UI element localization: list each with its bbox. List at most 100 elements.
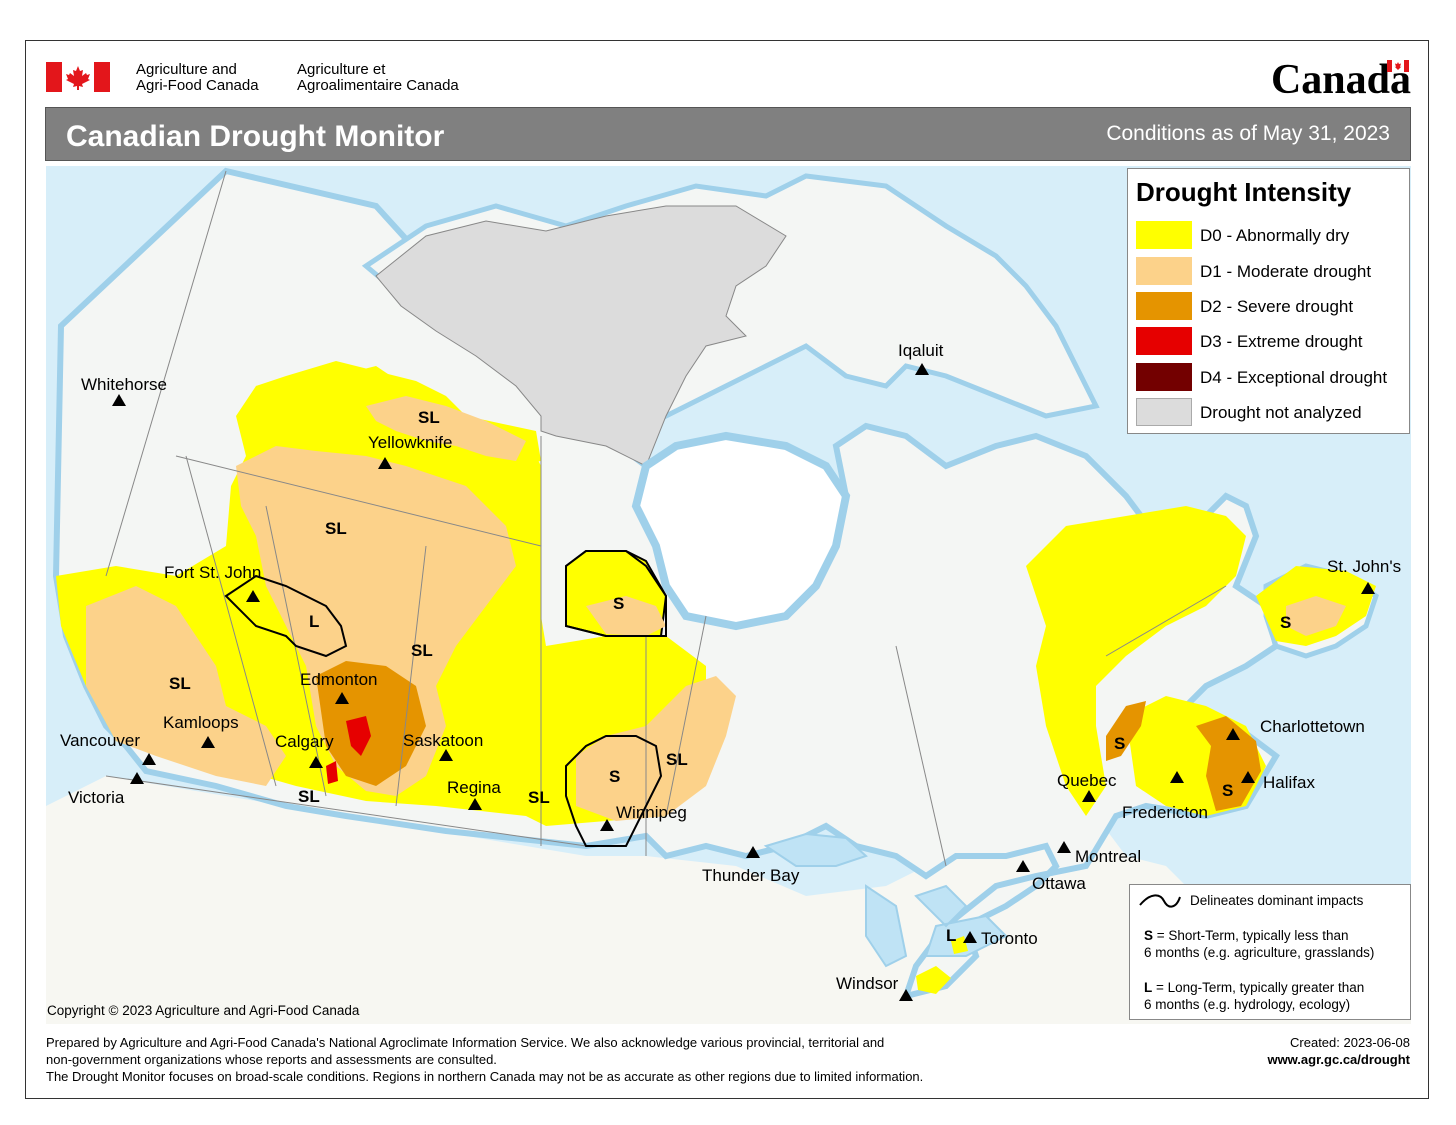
hudson-bay bbox=[631, 431, 851, 631]
city-marker-icon bbox=[112, 394, 126, 406]
legend-heading: Drought Intensity bbox=[1136, 177, 1352, 207]
d1-newfoundland bbox=[1286, 596, 1346, 636]
short-term-note: S = Short-Term, typically less than 6 mo… bbox=[1144, 928, 1375, 960]
d1-manitoba-north bbox=[586, 596, 666, 636]
legend-item-d3: D3 - Extreme drought bbox=[1136, 327, 1406, 355]
legend-label: D4 - Exceptional drought bbox=[1200, 368, 1388, 387]
legend-swatch bbox=[1136, 398, 1192, 426]
city-marker-icon bbox=[963, 931, 977, 943]
city-label: Edmonton bbox=[300, 670, 378, 689]
city-saskatoon: Saskatoon bbox=[403, 731, 483, 761]
impact-label-s: S bbox=[609, 767, 620, 786]
d1-western bbox=[86, 586, 286, 786]
city-montreal: Montreal bbox=[1057, 841, 1141, 866]
canada-wordmark: Canada bbox=[1270, 57, 1411, 103]
great-lakes bbox=[763, 832, 1008, 968]
legend-label: Drought not analyzed bbox=[1200, 403, 1362, 422]
d0-windsor bbox=[916, 966, 951, 994]
city-marker-icon bbox=[1082, 790, 1096, 802]
city-marker-icon bbox=[1057, 841, 1071, 853]
legend-label: D3 - Extreme drought bbox=[1200, 332, 1363, 351]
city-label: Fort St. John bbox=[164, 563, 261, 582]
impact-labels: SL SL SL SL SL SL SL L S S S S S L bbox=[169, 408, 1291, 945]
d0-quebec bbox=[1026, 506, 1246, 816]
agency-name-en: Agriculture and Agri-Food Canada bbox=[136, 61, 259, 94]
city-quebec: Quebec bbox=[1057, 771, 1117, 802]
city-windsor: Windsor bbox=[836, 974, 913, 1001]
d1-nb-ns bbox=[1196, 716, 1261, 811]
impact-label-sl: SL bbox=[298, 787, 320, 806]
drought-intensity-legend: Drought Intensity D0 - Abnormally dry D1… bbox=[1127, 168, 1410, 434]
canada-flag-icon bbox=[46, 62, 110, 92]
drought-url-link[interactable]: www.agr.gc.ca/drought bbox=[1267, 1052, 1410, 1067]
page-title: Canadian Drought Monitor bbox=[66, 120, 445, 153]
city-label: Regina bbox=[447, 778, 501, 797]
impact-label-sl: SL bbox=[411, 641, 433, 660]
legend-label: D2 - Severe drought bbox=[1200, 297, 1354, 316]
legend-swatch bbox=[1136, 221, 1192, 249]
city-marker-icon bbox=[439, 749, 453, 761]
city-thunder-bay: Thunder Bay bbox=[702, 846, 800, 885]
city-label: Charlottetown bbox=[1260, 717, 1365, 736]
city-fredericton: Fredericton bbox=[1122, 771, 1208, 822]
impact-label-sl: SL bbox=[528, 788, 550, 807]
long-term-note: L = Long-Term, typically greater than 6 … bbox=[1144, 980, 1365, 1012]
city-label: Victoria bbox=[68, 788, 125, 807]
legend-swatch bbox=[1136, 327, 1192, 355]
impact-label-l: L bbox=[946, 926, 956, 945]
city-label: Calgary bbox=[275, 732, 334, 751]
city-marker-icon bbox=[335, 692, 349, 704]
city-toronto: Toronto bbox=[963, 929, 1038, 948]
header: Agriculture and Agri-Food Canada Agricul… bbox=[46, 56, 1411, 104]
city-label: Toronto bbox=[981, 929, 1038, 948]
city-marker-icon bbox=[899, 989, 913, 1001]
footer-notes: Prepared by Agriculture and Agri-Food Ca… bbox=[46, 1035, 924, 1084]
city-marker-icon bbox=[378, 457, 392, 469]
impact-label-sl: SL bbox=[325, 519, 347, 538]
city-edmonton: Edmonton bbox=[300, 670, 378, 704]
legend-item-d2: D2 - Severe drought bbox=[1136, 292, 1406, 320]
city-label: Vancouver bbox=[60, 731, 140, 750]
legend-swatch bbox=[1136, 363, 1192, 391]
city-yellowknife: Yellowknife bbox=[368, 433, 452, 469]
impact-label-s: S bbox=[613, 594, 624, 613]
city-charlottetown: Charlottetown bbox=[1226, 717, 1365, 740]
legend-item-d0: D0 - Abnormally dry bbox=[1136, 221, 1406, 249]
city-label: Thunder Bay bbox=[702, 866, 800, 885]
d1-gaspe bbox=[1106, 701, 1146, 761]
impact-line-icon bbox=[1139, 894, 1181, 908]
city-label: Saskatoon bbox=[403, 731, 483, 750]
created-date: Created: 2023-06-08 bbox=[1290, 1035, 1410, 1050]
city-halifax: Halifax bbox=[1241, 771, 1315, 792]
impact-label-sl: SL bbox=[169, 674, 191, 693]
d0-toronto bbox=[951, 936, 968, 954]
city-marker-icon bbox=[1361, 582, 1375, 594]
city-st-johns: St. John's bbox=[1327, 557, 1401, 594]
city-label: Fredericton bbox=[1122, 803, 1208, 822]
title-bar: Canadian Drought Monitor Conditions as o… bbox=[45, 107, 1411, 161]
conditions-date: Conditions as of May 31, 2023 bbox=[1106, 122, 1390, 145]
not-analyzed-area bbox=[375, 205, 787, 467]
city-marker-icon bbox=[309, 756, 323, 768]
city-marker-icon bbox=[142, 753, 156, 765]
city-marker-icon bbox=[746, 846, 760, 858]
legend-item-d1: D1 - Moderate drought bbox=[1136, 257, 1406, 285]
city-label: Iqaluit bbox=[898, 341, 944, 360]
provincial-borders bbox=[105, 170, 1227, 867]
footer-meta: Created: 2023-06-08 www.agr.gc.ca/drough… bbox=[1267, 1034, 1410, 1068]
city-label: Quebec bbox=[1057, 771, 1117, 790]
impact-outlines bbox=[224, 550, 667, 847]
city-victoria: Victoria bbox=[68, 772, 144, 807]
legend-item-d4: D4 - Exceptional drought bbox=[1136, 363, 1406, 391]
d1-nwt bbox=[366, 396, 526, 461]
city-marker-icon bbox=[600, 819, 614, 831]
city-marker-icon bbox=[468, 798, 482, 810]
city-ottawa: Ottawa bbox=[1016, 860, 1086, 893]
impact-label-l: L bbox=[309, 612, 319, 631]
d2-alberta bbox=[316, 661, 426, 786]
city-label: Montreal bbox=[1075, 847, 1141, 866]
city-marker-icon bbox=[1170, 771, 1184, 783]
legend-label: D1 - Moderate drought bbox=[1200, 262, 1372, 281]
copyright: Copyright © 2023 Agriculture and Agri-Fo… bbox=[47, 1003, 360, 1018]
city-marker-icon bbox=[201, 736, 215, 748]
